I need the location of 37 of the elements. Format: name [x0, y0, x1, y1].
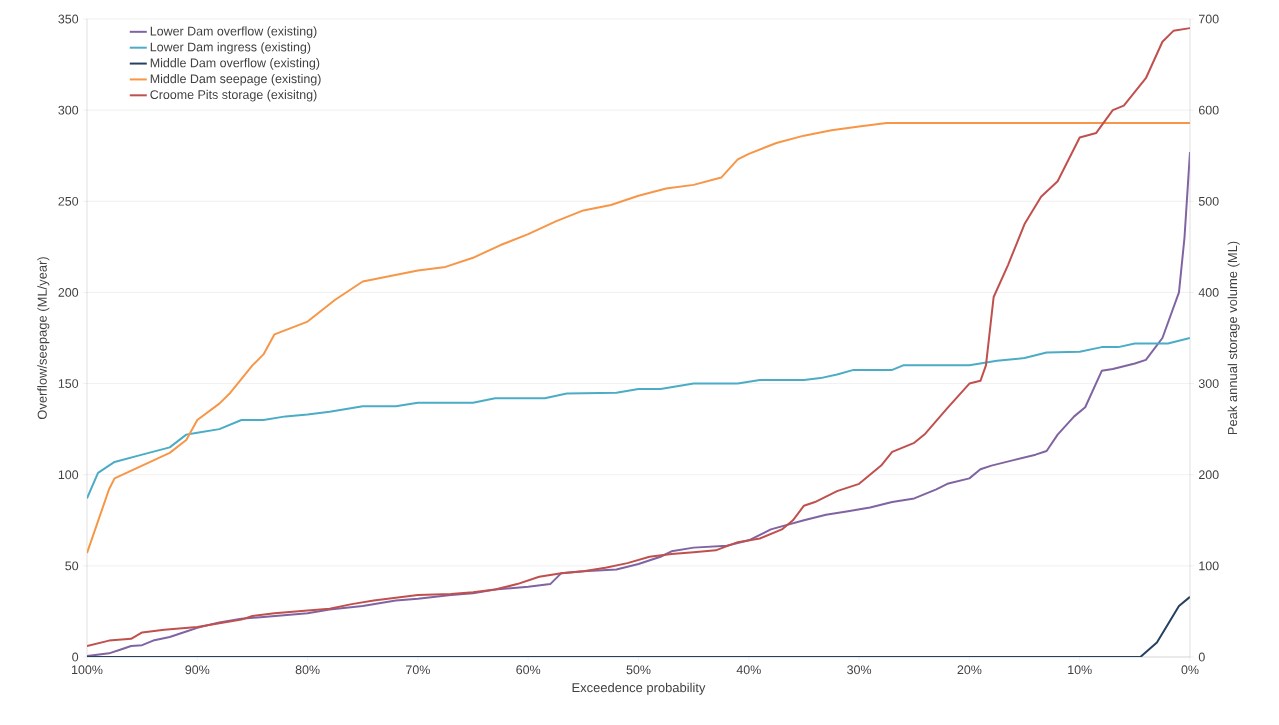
x-tick-label: 0%	[1181, 665, 1199, 675]
line-series	[86, 27, 1190, 648]
legend-label: Croome Pits storage (exisitng)	[150, 89, 317, 102]
x-tick-label: 70%	[406, 665, 430, 675]
y-tick-label: 200	[58, 288, 79, 297]
x-tick-label: 50%	[626, 665, 651, 675]
x-tick-label: 40%	[736, 665, 761, 675]
legend-label: Lower Dam overflow (existing)	[150, 26, 317, 38]
y2-tick-label: 0	[1198, 652, 1205, 662]
x-tick-label: 90%	[185, 665, 210, 675]
y2-tick-label: 400	[1198, 288, 1219, 297]
line-series	[86, 337, 1190, 500]
y2-tick-label: 700	[1198, 14, 1219, 24]
y2-tick-label: 100	[1199, 561, 1219, 571]
legend-label: Middle Dam seepage (existing)	[150, 73, 321, 86]
y-tick-label: 150	[58, 379, 79, 388]
y-tick-label: 50	[65, 561, 79, 571]
x-tick-label: 80%	[295, 665, 320, 675]
x-tick-label: 10%	[1068, 665, 1092, 675]
y-tick-label: 350	[58, 14, 79, 24]
y2-tick-label: 600	[1198, 105, 1219, 115]
y2-tick-label: 300	[1198, 379, 1219, 388]
legend-label: Middle Dam overflow (existing)	[150, 58, 320, 70]
y2-axis-title: Peak annual storage volume (ML)	[1227, 241, 1240, 435]
y-tick-label: 0	[72, 652, 79, 662]
x-tick-label: 100%	[72, 665, 103, 675]
y-tick-label: 100	[58, 470, 79, 480]
y2-tick-label: 200	[1198, 470, 1219, 480]
x-tick-label: 30%	[847, 665, 872, 675]
y-axis-title: Overflow/seepage (ML/year)	[37, 257, 50, 420]
y-tick-label: 300	[58, 105, 79, 115]
x-axis-title: Exceedence probability	[572, 682, 706, 695]
legend-label: Lower Dam ingress (existing)	[150, 42, 311, 54]
x-tick-label: 20%	[957, 665, 982, 675]
x-tick-label: 60%	[516, 665, 541, 675]
y-tick-label: 250	[58, 196, 79, 206]
y2-tick-label: 500	[1198, 196, 1219, 206]
